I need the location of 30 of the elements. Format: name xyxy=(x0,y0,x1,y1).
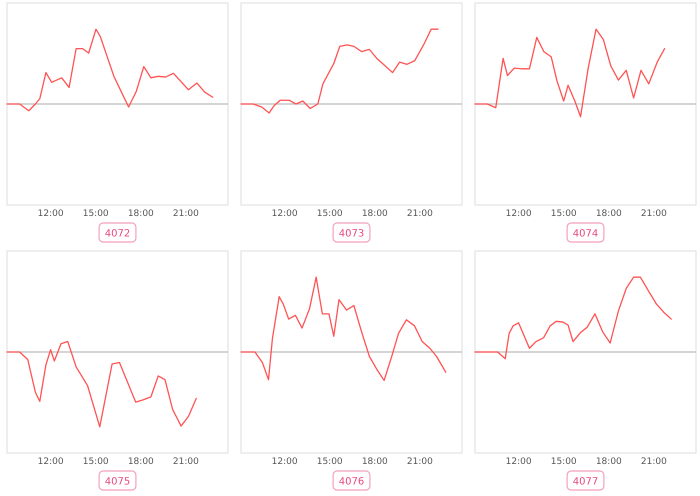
x-tick-label: 12:00 xyxy=(38,457,64,467)
x-tick-label: 21:00 xyxy=(406,457,434,467)
x-tick-label: 21:00 xyxy=(640,457,668,467)
x-tick-label: 18:00 xyxy=(596,209,622,219)
text: 4072 xyxy=(104,228,130,240)
text: 4075 xyxy=(104,476,130,488)
x-tick-label: 15:00 xyxy=(316,457,343,467)
x-tick-label: 15:00 xyxy=(550,209,577,219)
x-tick-label: 12:00 xyxy=(506,457,532,467)
x-tick-label: 15:00 xyxy=(82,209,109,219)
x-tick-label: 18:00 xyxy=(596,457,622,467)
text: 4077 xyxy=(572,476,598,488)
x-tick-label: 21:00 xyxy=(640,209,668,219)
x-tick-label: 12:00 xyxy=(272,209,298,219)
x-tick-label: 18:00 xyxy=(362,209,388,219)
text: 4076 xyxy=(338,476,364,488)
x-tick-label: 15:00 xyxy=(82,457,109,467)
x-tick-label: 18:00 xyxy=(362,457,388,467)
x-tick-label: 15:00 xyxy=(316,209,343,219)
text: 4074 xyxy=(572,228,598,240)
x-tick-label: 12:00 xyxy=(272,457,298,467)
text: 4073 xyxy=(338,228,364,240)
x-tick-label: 21:00 xyxy=(172,209,200,219)
x-tick-label: 18:00 xyxy=(128,457,154,467)
x-tick-label: 12:00 xyxy=(38,209,64,219)
x-tick-label: 18:00 xyxy=(128,209,154,219)
x-tick-label: 21:00 xyxy=(406,209,434,219)
x-tick-label: 15:00 xyxy=(550,457,577,467)
x-tick-label: 12:00 xyxy=(506,209,532,219)
x-tick-label: 21:00 xyxy=(172,457,200,467)
